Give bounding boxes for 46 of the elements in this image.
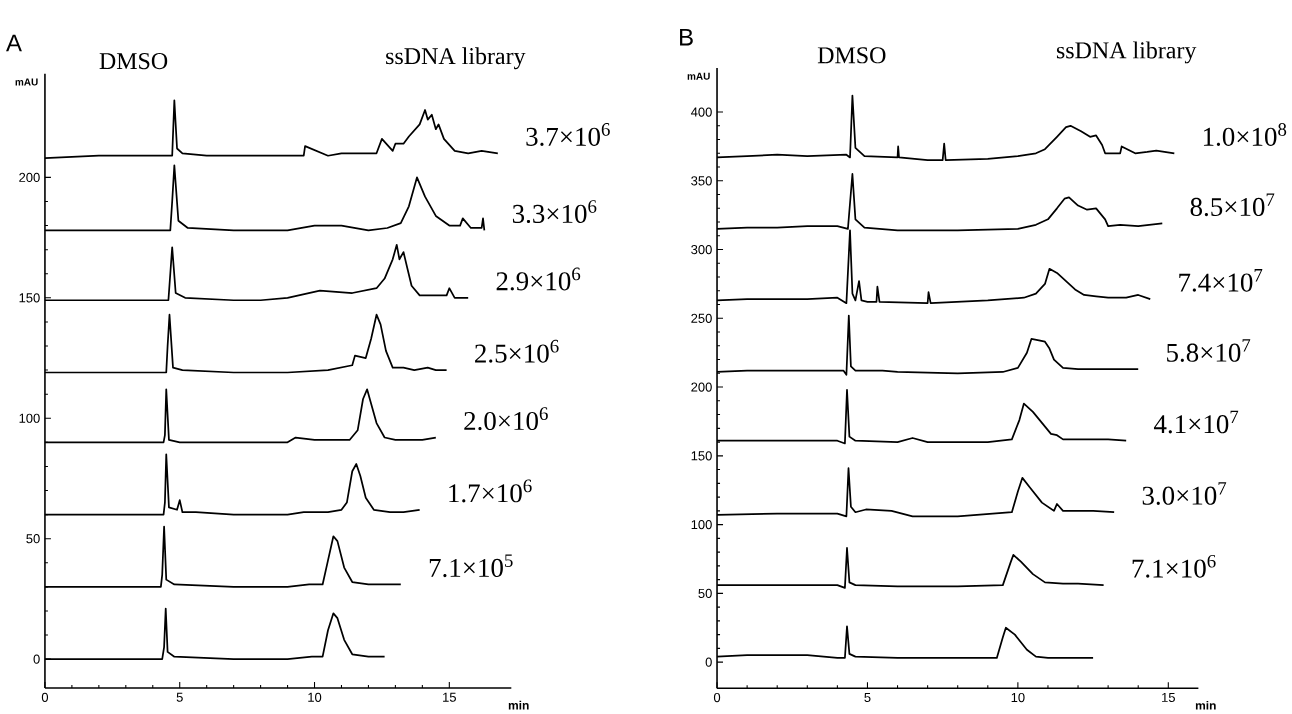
series-label: 2.9×10$^{6}$ bbox=[496, 267, 581, 291]
y-tick-label: 50 bbox=[26, 534, 40, 544]
text: ssDNA library bbox=[386, 47, 526, 70]
x-axis-title: min bbox=[508, 700, 529, 710]
series-label: 7.1×10$^{5}$ bbox=[429, 554, 513, 578]
y-tick-label: 350 bbox=[691, 176, 712, 186]
x-tick-label: 5 bbox=[176, 692, 183, 702]
y-tick-label: 0 bbox=[33, 654, 40, 664]
chart-title: A bbox=[6, 34, 22, 52]
x-axis-title: min bbox=[1195, 700, 1216, 710]
y-tick-label: 150 bbox=[19, 293, 40, 303]
text: DMSO bbox=[817, 47, 886, 64]
series-label: 3.0×10$^{7}$ bbox=[1142, 482, 1227, 505]
y-axis-title: mAU bbox=[15, 78, 38, 86]
x-tick-label: 10 bbox=[1011, 692, 1025, 703]
x-tick-label: 0 bbox=[713, 692, 721, 703]
series-label: 7.1×10$^{6}$ bbox=[1132, 554, 1216, 578]
series-label: 8.5×10$^{7}$ bbox=[1190, 193, 1275, 217]
series-label: 7.4×10$^{7}$ bbox=[1179, 269, 1263, 292]
y-tick-label: 200 bbox=[691, 382, 712, 392]
series-label: 1.7×10$^{6}$ bbox=[449, 479, 532, 503]
y-tick-label: 50 bbox=[698, 588, 712, 598]
x-tick-label: 15 bbox=[1162, 692, 1175, 702]
series-label: 3.7×10$^{6}$ bbox=[526, 123, 610, 146]
series-label: 3.3×10$^{6}$ bbox=[512, 200, 597, 224]
series-label: 2.0×10$^{6}$ bbox=[464, 407, 548, 431]
series-label: 1.0×10$^{8}$ bbox=[1203, 123, 1287, 146]
y-tick-label: 0 bbox=[705, 657, 712, 667]
series-label: 4.1×10$^{7}$ bbox=[1153, 410, 1239, 434]
y-tick-label: 300 bbox=[691, 244, 712, 255]
text: ssDNA library bbox=[1056, 41, 1197, 64]
y-tick-label: 250 bbox=[691, 313, 712, 323]
chart-title: B bbox=[680, 28, 693, 46]
x-tick-label: 0 bbox=[41, 692, 49, 702]
series-label: 5.8×10$^{7}$ bbox=[1167, 339, 1251, 362]
y-tick-label: 100 bbox=[691, 519, 712, 530]
y-tick-label: 100 bbox=[19, 413, 40, 423]
y-axis-title: mAU bbox=[687, 72, 710, 80]
x-tick-label: 10 bbox=[308, 692, 322, 702]
y-tick-label: 200 bbox=[19, 172, 40, 182]
x-tick-label: 15 bbox=[443, 692, 456, 702]
series-label: 2.5×10$^{6}$ bbox=[475, 339, 559, 363]
text: DMSO bbox=[99, 53, 168, 70]
x-tick-label: 5 bbox=[864, 692, 871, 702]
y-tick-label: 400 bbox=[690, 107, 712, 117]
y-tick-label: 150 bbox=[691, 451, 712, 461]
